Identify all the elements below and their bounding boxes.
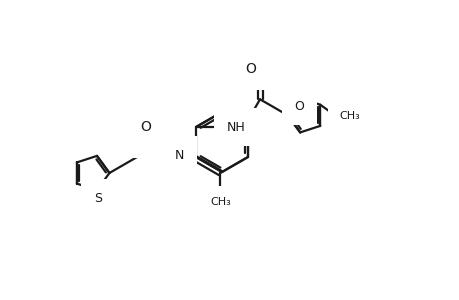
Text: N: N	[175, 148, 184, 161]
Text: CH₃: CH₃	[209, 197, 230, 207]
Text: O: O	[294, 100, 303, 113]
Text: O: O	[245, 62, 256, 76]
Text: S: S	[94, 192, 102, 205]
Text: O: O	[140, 120, 151, 134]
Text: NH: NH	[138, 133, 157, 146]
Text: CH₃: CH₃	[338, 112, 359, 122]
Text: NH: NH	[226, 121, 245, 134]
